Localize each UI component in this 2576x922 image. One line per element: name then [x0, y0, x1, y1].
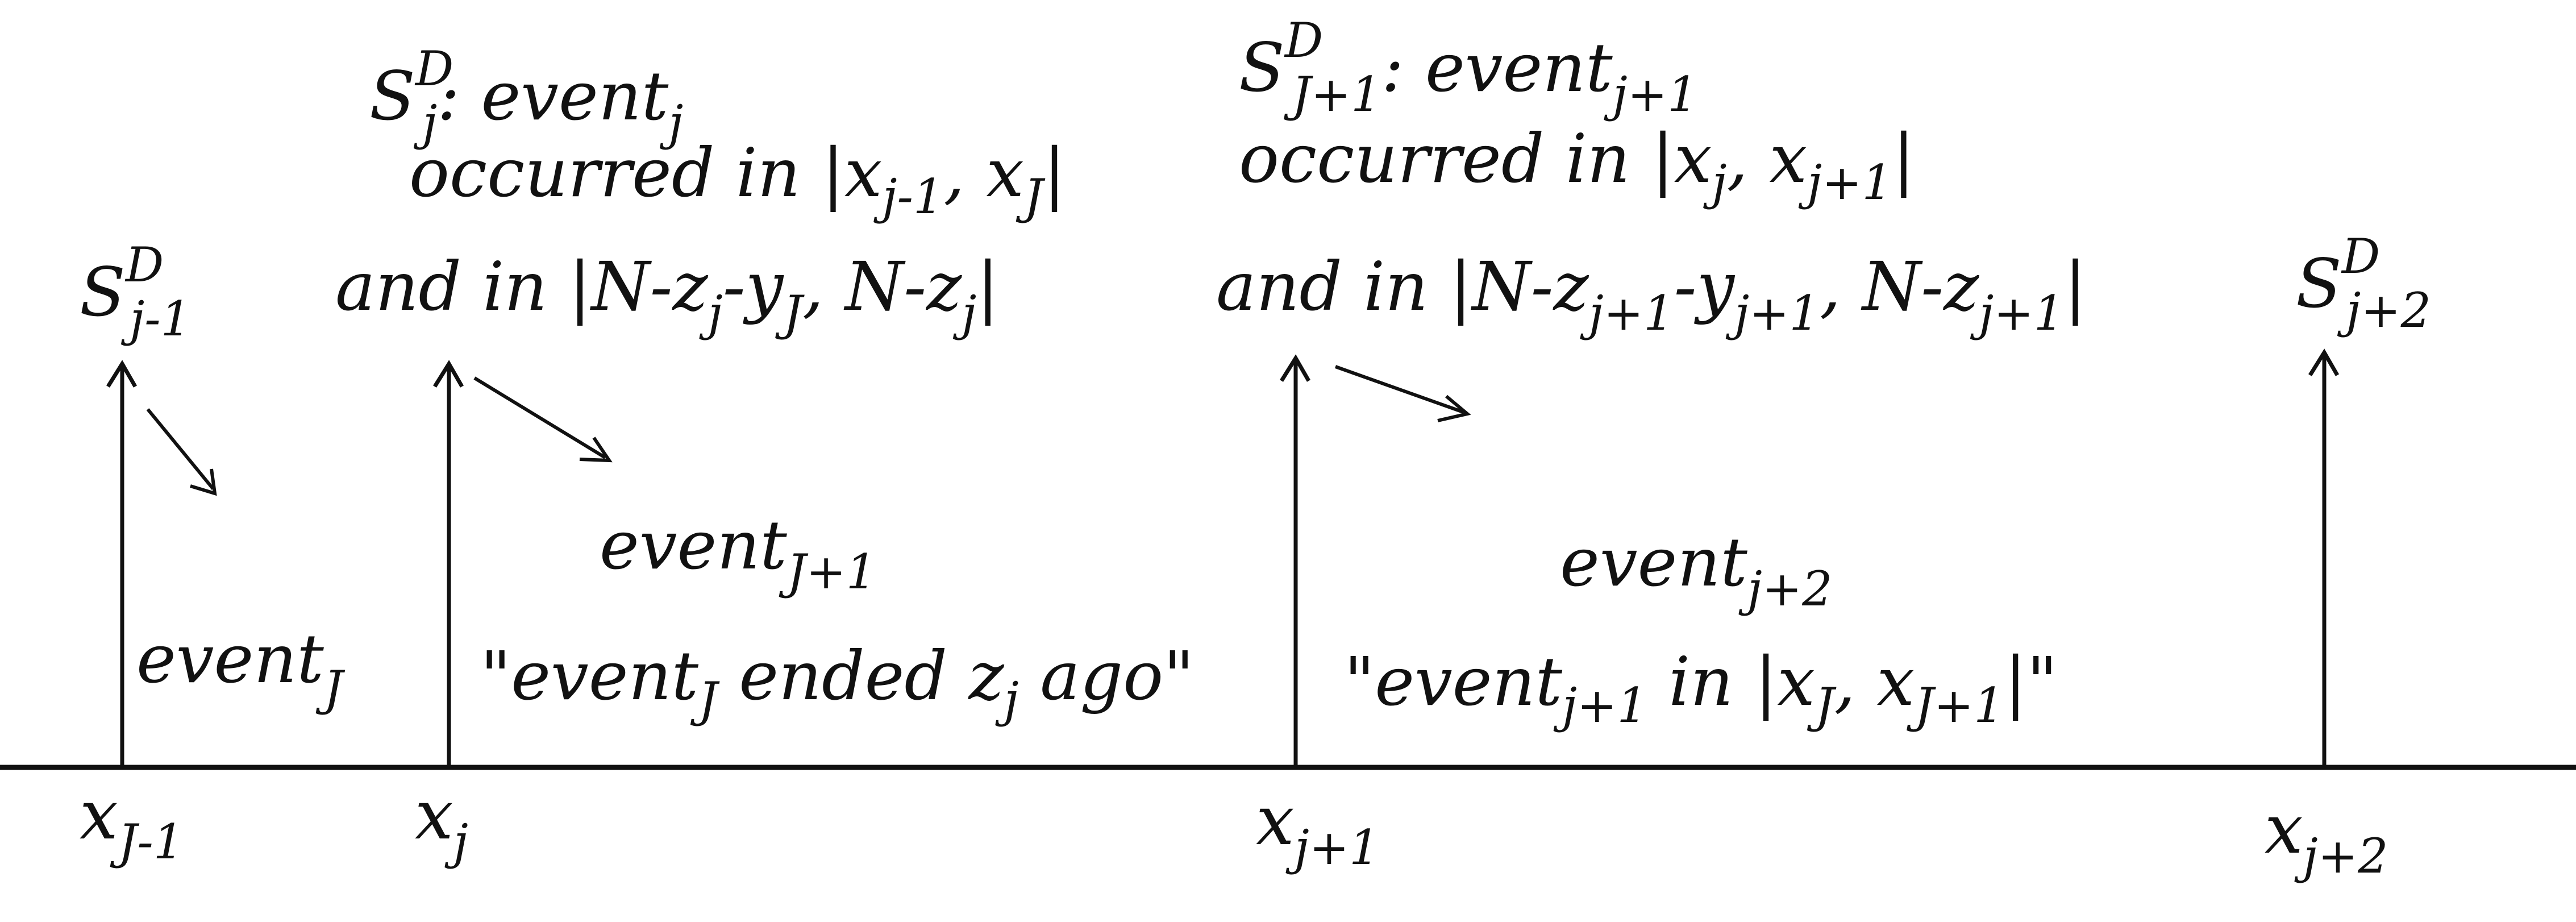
axis-label-x-j2: xj+2: [2265, 790, 2388, 884]
annotation-j1-line3: and in |N-zj+1-yj+1, N-zj+1|: [1216, 247, 2087, 341]
signal-label-j-1: SD j-1: [80, 237, 191, 347]
diag-arrow-3: [1334, 365, 1464, 414]
annotation-j1-line2: occurred in |xj, xj+1|: [1239, 119, 1915, 210]
diag-arrow-1: [146, 408, 215, 490]
diag-arrowhead-1: [190, 468, 217, 496]
event-j2-label: eventj+2: [1560, 523, 1833, 617]
axis-label-x-j: xj: [415, 776, 468, 870]
event-j2-quote: "eventj+1 in |xJ, xJ+1|": [1344, 642, 2058, 733]
signal-label-j2: SD j+2: [2296, 229, 2431, 338]
arrowhead-x-j: [433, 360, 464, 388]
diag-arrowhead-2: [579, 437, 613, 463]
axis-label-x-j1: xj+1: [1256, 782, 1380, 875]
annotation-j1-title: SD J+1: eventj+1: [1239, 13, 1698, 122]
event-j1-label: eventJ+1: [600, 506, 876, 600]
event-j1-quote: "eventJ ended zj ago": [480, 637, 1194, 728]
vertical-arrows: [106, 348, 2340, 767]
event-j-label: eventJ: [136, 620, 346, 716]
arrowhead-x-j-1: [106, 360, 138, 388]
diagonal-arrows: [146, 365, 1471, 496]
diag-arrowhead-3: [1437, 394, 1471, 422]
annotation-j-title: SD j: eventj: [369, 41, 683, 151]
arrowhead-x-j2: [2308, 348, 2340, 376]
axis-label-x-j-1: xJ-1: [80, 776, 184, 870]
annotation-j-line2: occurred in |xj-1, xJ|: [409, 134, 1066, 225]
arrowhead-x-j1: [1280, 354, 1311, 382]
diag-arrow-2: [473, 376, 606, 459]
annotation-j-line3: and in |N-zj-yJ, N-zj|: [335, 247, 999, 341]
